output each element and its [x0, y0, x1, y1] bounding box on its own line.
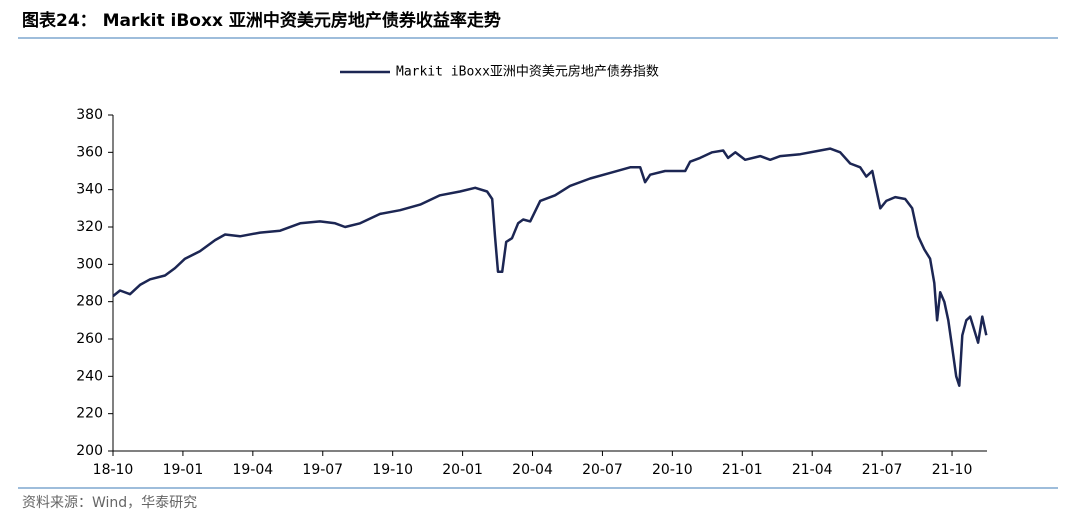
x-tick-label: 21-04 — [792, 462, 833, 478]
chart-title: 图表24： Markit iBoxx 亚洲中资美元房地产债券收益率走势 — [22, 10, 501, 31]
x-tick-label: 21-07 — [862, 462, 903, 478]
x-tick-label: 19-01 — [163, 462, 204, 478]
y-tick-label: 260 — [76, 331, 103, 347]
x-tick-label: 20-01 — [442, 462, 483, 478]
legend-label: Markit iBoxx亚洲中资美元房地产债券指数 — [396, 64, 659, 80]
y-tick-label: 220 — [76, 406, 103, 422]
y-tick-label: 200 — [76, 443, 103, 459]
x-tick-label: 20-07 — [582, 462, 623, 478]
x-tick-label: 19-07 — [302, 462, 343, 478]
y-tick-label: 360 — [76, 144, 103, 160]
x-tick-label: 19-10 — [372, 462, 413, 478]
x-tick-label: 18-10 — [93, 462, 134, 478]
y-tick-label: 380 — [76, 107, 103, 123]
source: 资料来源：Wind，华泰研究 — [22, 495, 197, 511]
series-line — [112, 147, 988, 387]
x-tick-label: 20-04 — [512, 462, 553, 478]
y-tick-label: 320 — [76, 219, 103, 235]
y-tick-label: 300 — [76, 256, 103, 272]
y-tick-label: 240 — [76, 368, 103, 384]
x-tick-label: 21-01 — [722, 462, 763, 478]
y-tick-label: 340 — [76, 182, 103, 198]
x-tick-label: 20-10 — [652, 462, 693, 478]
y-tick-label: 280 — [76, 294, 103, 310]
x-tick-label: 19-04 — [232, 462, 273, 478]
x-tick-label: 21-10 — [932, 462, 973, 478]
